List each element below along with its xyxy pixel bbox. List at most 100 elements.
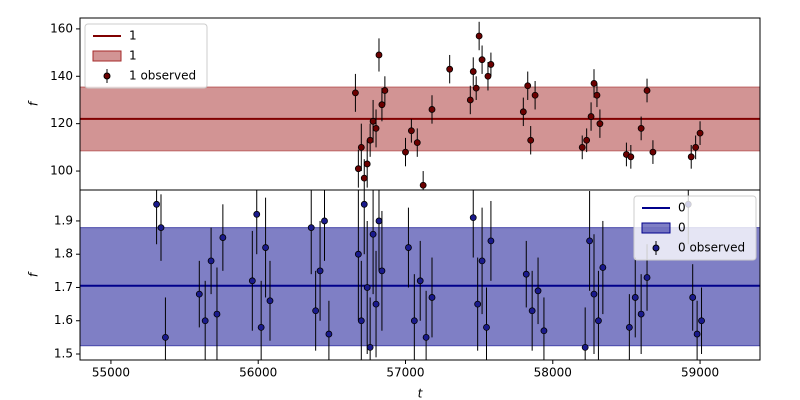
observed-point	[357, 143, 365, 151]
observed-point	[381, 87, 389, 94]
y-tick-label: 1.8	[54, 247, 73, 261]
observed-point	[207, 257, 215, 265]
observed-point	[595, 317, 602, 325]
observed-point	[631, 294, 639, 301]
observed-point	[402, 148, 409, 156]
observed-point	[590, 79, 598, 87]
observed-point	[372, 125, 380, 132]
observed-point	[599, 264, 607, 271]
observed-point	[637, 310, 645, 318]
observed-point	[693, 330, 701, 338]
observed-point	[578, 143, 586, 151]
observed-point	[519, 108, 527, 116]
observed-point	[487, 61, 495, 68]
observed-point	[354, 165, 362, 173]
x-tick-label: 58000	[534, 366, 572, 380]
observed-point	[422, 333, 430, 341]
observed-point	[201, 317, 209, 325]
observed-point	[469, 214, 477, 222]
observed-point	[162, 333, 169, 341]
observed-point	[524, 82, 532, 90]
x-tick-label: 55000	[92, 366, 130, 380]
legend-label: 1 observed	[129, 69, 196, 83]
observed-point	[378, 267, 386, 275]
observed-point	[153, 200, 160, 208]
y-axis-label: f	[27, 100, 41, 106]
observed-point	[363, 284, 371, 291]
observed-point	[363, 160, 371, 168]
observed-point	[527, 136, 535, 144]
observed-point	[375, 51, 383, 59]
observed-point	[478, 257, 486, 265]
observed-point	[369, 230, 377, 238]
observed-point	[157, 224, 165, 231]
x-axis-label: t	[418, 387, 424, 400]
observed-point	[531, 91, 539, 99]
observed-point	[483, 323, 490, 331]
observed-point	[484, 72, 492, 80]
legend-label: 0	[678, 221, 686, 235]
observed-point	[307, 224, 315, 231]
observed-point	[522, 270, 530, 278]
y-tick-label: 1.6	[54, 313, 73, 327]
observed-point	[266, 297, 274, 305]
observed-point	[413, 139, 421, 147]
observed-point	[487, 237, 495, 245]
y-tick-label: 100	[50, 164, 73, 178]
observed-point	[325, 330, 333, 338]
observed-point	[366, 343, 374, 351]
observed-point	[354, 250, 362, 258]
x-tick-label: 57000	[386, 366, 424, 380]
observed-point	[321, 217, 328, 225]
observed-point	[195, 290, 203, 298]
observed-point	[419, 181, 427, 189]
observed-point	[586, 237, 593, 245]
legend-box	[84, 23, 208, 89]
observed-point	[466, 96, 474, 104]
observed-point	[590, 290, 598, 298]
observed-point	[689, 294, 697, 301]
observed-point	[219, 234, 227, 241]
observed-point	[474, 300, 482, 308]
observed-point	[587, 113, 595, 120]
observed-point	[407, 127, 415, 135]
y-tick-label: 1.7	[54, 280, 73, 294]
plot-area	[80, 21, 760, 190]
observed-point	[262, 244, 269, 251]
legend-patch	[641, 222, 671, 234]
observed-point	[312, 307, 320, 315]
observed-point	[352, 89, 359, 97]
observed-point	[446, 65, 454, 73]
observed-point	[596, 120, 604, 128]
observed-point	[698, 317, 705, 325]
legend-marker	[652, 244, 660, 252]
observed-point	[475, 32, 483, 40]
observed-point	[643, 87, 651, 94]
observed-point	[637, 125, 645, 132]
observed-point	[649, 148, 657, 156]
legend-label: 1	[129, 49, 137, 63]
legend-patch	[92, 50, 122, 62]
observed-point	[625, 323, 633, 331]
observed-point	[410, 317, 418, 325]
observed-point	[316, 267, 324, 275]
observed-point	[378, 101, 386, 109]
observed-point	[469, 68, 477, 75]
observed-point	[366, 136, 374, 144]
y-axis-label: f	[27, 271, 41, 277]
observed-point	[372, 300, 380, 308]
observed-point	[416, 277, 424, 285]
observed-point	[369, 117, 377, 125]
observed-point	[428, 294, 436, 301]
observed-point	[643, 274, 651, 281]
observed-point	[692, 143, 700, 151]
observed-point	[248, 277, 256, 285]
observed-point	[257, 323, 265, 331]
legend-marker	[103, 72, 111, 80]
axes-frame	[79, 189, 761, 361]
observed-point	[540, 327, 548, 335]
observed-point	[696, 129, 704, 137]
legend-label: 0	[678, 201, 686, 215]
legend-label: 1	[129, 29, 137, 43]
